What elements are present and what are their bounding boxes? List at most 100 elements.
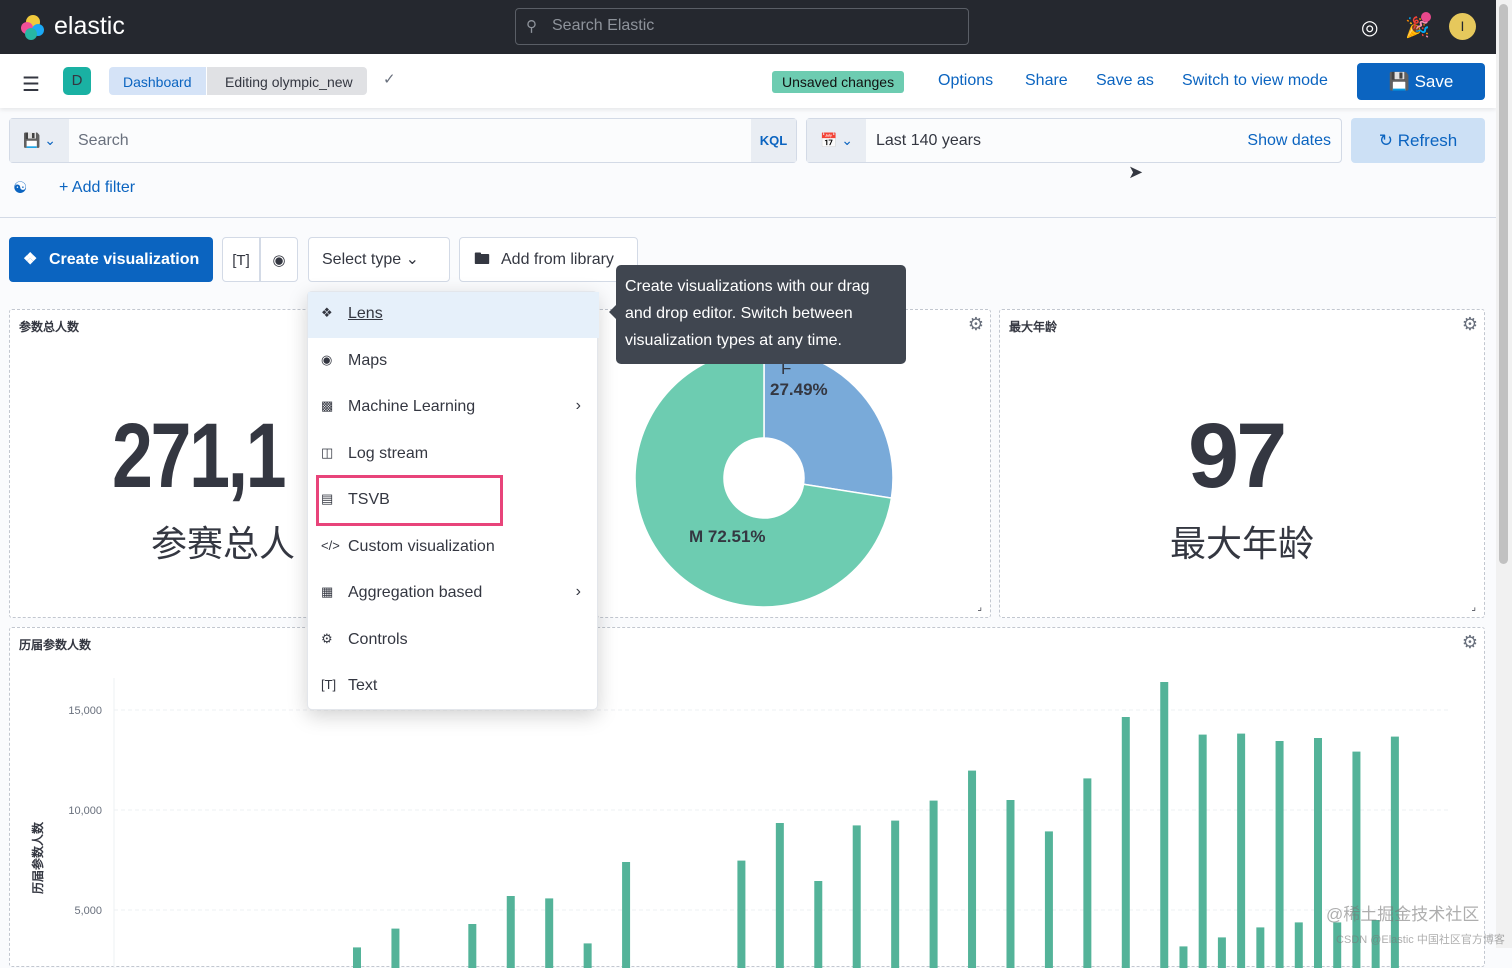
notification-dot bbox=[1421, 12, 1431, 22]
create-visualization-button[interactable]: ❖ Create visualization bbox=[9, 237, 213, 282]
bar[interactable] bbox=[891, 820, 900, 968]
menu-item-label: TSVB bbox=[348, 491, 390, 508]
app-header: ☰ D Dashboard Editing olympic_new ✓ Unsa… bbox=[0, 54, 1496, 108]
help-icon[interactable]: ◎ bbox=[1361, 17, 1379, 39]
bar[interactable] bbox=[1217, 937, 1226, 968]
add-filter-link[interactable]: + Add filter bbox=[59, 179, 136, 196]
bar[interactable] bbox=[929, 800, 938, 968]
menu-item-aggregation-based[interactable]: ▦ Aggregation based › bbox=[308, 571, 599, 617]
resize-handle[interactable]: ⌟ bbox=[1471, 602, 1476, 613]
resize-handle[interactable]: ⌟ bbox=[977, 602, 982, 613]
search-icon: ⚲ bbox=[526, 18, 537, 35]
scrollbar[interactable] bbox=[1496, 0, 1512, 948]
mouse-cursor: ➤ bbox=[1128, 162, 1144, 182]
global-search-input[interactable]: ⚲ Search Elastic bbox=[515, 8, 969, 45]
bar-chart: 历届参数人数 5,000 10,000 15,000 bbox=[30, 678, 1450, 968]
bar[interactable] bbox=[1237, 733, 1246, 968]
refresh-button[interactable]: ↻ Refresh bbox=[1351, 118, 1485, 163]
bar[interactable] bbox=[468, 924, 477, 968]
panel-title: 历届参数人数 bbox=[19, 638, 92, 652]
controls-icon: ⚙ bbox=[321, 630, 333, 646]
query-input[interactable]: Search bbox=[78, 132, 129, 149]
bar[interactable] bbox=[1121, 717, 1130, 968]
add-text-icon[interactable]: [T] bbox=[222, 237, 260, 282]
bar[interactable] bbox=[775, 823, 784, 968]
user-avatar[interactable]: I bbox=[1449, 13, 1476, 40]
news-icon[interactable]: 🎉 bbox=[1405, 17, 1430, 39]
bar[interactable] bbox=[968, 770, 977, 968]
menu-item-machine-learning[interactable]: ▩ Machine Learning › bbox=[308, 385, 599, 431]
tsvb-icon: ▤ bbox=[321, 491, 334, 506]
pie-label-f-pct: 27.49% bbox=[770, 380, 828, 399]
menu-item-lens[interactable]: ❖ Lens bbox=[308, 292, 599, 338]
time-range[interactable]: Last 140 years bbox=[876, 132, 981, 149]
menu-item-tsvb[interactable]: ▤ TSVB bbox=[308, 478, 599, 524]
bar[interactable] bbox=[1083, 778, 1092, 968]
space-avatar[interactable]: D bbox=[63, 67, 91, 95]
menu-item-log-stream[interactable]: ◫ Log stream bbox=[308, 432, 599, 478]
bar[interactable] bbox=[1006, 800, 1015, 968]
pie-label-f: F bbox=[781, 359, 792, 378]
pie-slice-M[interactable] bbox=[634, 348, 893, 608]
bar[interactable] bbox=[545, 898, 554, 968]
bar[interactable] bbox=[1179, 946, 1188, 968]
options-link[interactable]: Options bbox=[938, 72, 994, 89]
bar[interactable] bbox=[1390, 736, 1399, 968]
menu-item-controls[interactable]: ⚙ Controls bbox=[308, 618, 599, 664]
breadcrumb-dashboard[interactable]: Dashboard bbox=[109, 67, 206, 95]
refresh-icon: ↻ bbox=[1378, 131, 1398, 150]
select-type-menu: ❖ Lens ◉ Maps ▩ Machine Learning › ◫ Log stream ▤… bbox=[307, 291, 599, 710]
text-icon: [T] bbox=[321, 677, 337, 692]
bar[interactable] bbox=[583, 943, 592, 968]
bar[interactable] bbox=[1371, 920, 1380, 968]
bar[interactable] bbox=[737, 860, 746, 968]
bar[interactable] bbox=[1198, 734, 1207, 968]
search-placeholder: Search Elastic bbox=[552, 17, 655, 34]
filter-icon[interactable]: ☯ bbox=[13, 180, 28, 197]
folder-icon: 🖿 bbox=[474, 251, 491, 268]
code-icon: </> bbox=[321, 537, 340, 553]
save-as-link[interactable]: Save as bbox=[1096, 72, 1154, 89]
bar[interactable] bbox=[391, 928, 400, 968]
menu-item-custom-visualization[interactable]: </> Custom visualization bbox=[308, 525, 599, 571]
bar[interactable] bbox=[852, 825, 861, 968]
bar[interactable] bbox=[1275, 741, 1284, 968]
menu-item-maps[interactable]: ◉ Maps bbox=[308, 339, 599, 385]
select-type-button[interactable]: Select type ⌄ bbox=[308, 237, 450, 282]
calendar-icon[interactable]: 📅 ⌄ bbox=[807, 119, 866, 162]
add-from-library-button[interactable]: 🖿 Add from library bbox=[459, 237, 638, 282]
menu-item-label: Custom visualization bbox=[348, 537, 495, 555]
bar[interactable] bbox=[1044, 831, 1053, 968]
bar[interactable] bbox=[1333, 922, 1342, 968]
add-map-icon[interactable]: ◉ bbox=[260, 237, 298, 282]
watermark: @稀土掘金技术社区 bbox=[1326, 905, 1480, 924]
bar[interactable] bbox=[1314, 738, 1322, 968]
kql-toggle[interactable]: KQL bbox=[751, 119, 796, 162]
ml-icon: ▩ bbox=[321, 398, 334, 413]
maps-icon: ◉ bbox=[321, 351, 333, 367]
save-button[interactable]: 💾 Save bbox=[1357, 63, 1485, 100]
bar[interactable] bbox=[1160, 682, 1169, 968]
view-mode-link[interactable]: Switch to view mode bbox=[1182, 72, 1328, 89]
bar[interactable] bbox=[353, 947, 361, 968]
panel-max-age: 最大年龄 ⚙ 97 最大年龄 ⌟ bbox=[999, 309, 1485, 618]
y-tick-label: 5,000 bbox=[74, 905, 102, 917]
bar[interactable] bbox=[1294, 922, 1303, 968]
elastic-logo[interactable]: elastic bbox=[18, 12, 125, 41]
bar[interactable] bbox=[814, 881, 823, 968]
menu-icon[interactable]: ☰ bbox=[22, 74, 40, 96]
menu-item-text[interactable]: [T] Text bbox=[308, 664, 599, 710]
gear-icon[interactable]: ⚙ bbox=[967, 314, 984, 334]
check-icon: ✓ bbox=[383, 71, 396, 88]
saved-query-button[interactable]: 💾 ⌄ bbox=[10, 119, 69, 162]
bar[interactable] bbox=[1352, 751, 1361, 968]
gear-icon[interactable]: ⚙ bbox=[1461, 632, 1478, 652]
share-link[interactable]: Share bbox=[1025, 72, 1068, 89]
bar[interactable] bbox=[622, 862, 631, 968]
gear-icon[interactable]: ⚙ bbox=[1461, 314, 1478, 334]
panel-title: 参数总人数 bbox=[19, 320, 80, 334]
scrollbar-thumb[interactable] bbox=[1499, 4, 1508, 564]
show-dates-link[interactable]: Show dates bbox=[1247, 132, 1331, 149]
bar[interactable] bbox=[506, 896, 515, 968]
select-type-label: Select type bbox=[322, 251, 402, 268]
